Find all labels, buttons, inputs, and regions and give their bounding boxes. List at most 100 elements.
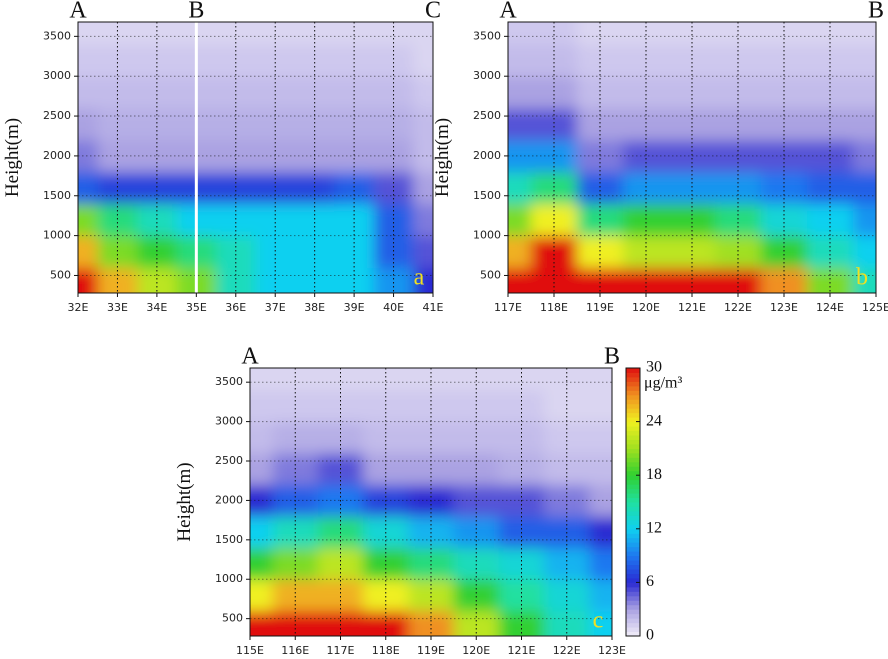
x-tick-label: 119E bbox=[586, 301, 614, 314]
heat-cell bbox=[577, 22, 624, 45]
y-axis-label: Height(m) bbox=[432, 118, 453, 197]
heat-cell bbox=[216, 44, 256, 77]
heat-cell bbox=[137, 22, 178, 45]
heat-cell bbox=[531, 108, 578, 141]
colorbar-step bbox=[626, 368, 640, 373]
heat-cell bbox=[669, 22, 716, 45]
heat-cell bbox=[317, 610, 364, 636]
colorbar-step bbox=[626, 399, 640, 405]
colorbar-step bbox=[626, 484, 640, 490]
y-tick-label: 1500 bbox=[473, 189, 501, 202]
heat-cell bbox=[589, 421, 612, 454]
heat-cell bbox=[623, 22, 670, 45]
heat-cell bbox=[853, 203, 876, 237]
heat-cell bbox=[761, 108, 808, 141]
colorbar-tick-label: 12 bbox=[646, 519, 662, 536]
colorbar-step bbox=[626, 595, 640, 601]
colorbar-step bbox=[626, 560, 640, 566]
y-tick-label: 500 bbox=[222, 612, 243, 625]
x-tick-label: 122E bbox=[553, 644, 581, 657]
heat-cell bbox=[216, 267, 256, 293]
colorbar-step bbox=[626, 622, 640, 628]
x-tick-label: 123E bbox=[770, 301, 798, 314]
y-axis-label: Height(m) bbox=[2, 118, 23, 197]
heat-cell bbox=[577, 108, 624, 141]
heat-cell bbox=[408, 610, 455, 636]
heat-cell bbox=[250, 368, 274, 391]
heat-cell bbox=[255, 108, 296, 141]
panel: 117E 118E 119E 120E 121E 122E 123E 124E 125E 500 1… bbox=[432, 0, 888, 314]
section-point: B bbox=[188, 0, 204, 24]
heat-cell bbox=[373, 22, 414, 45]
y-tick-label: 3500 bbox=[473, 29, 501, 42]
heat-cell bbox=[761, 267, 808, 293]
heat-cell bbox=[577, 44, 624, 77]
x-tick-label: 124E bbox=[816, 301, 844, 314]
heat-cell bbox=[363, 610, 409, 636]
heatmap bbox=[508, 22, 876, 293]
heat-cell bbox=[294, 44, 335, 77]
heat-cell bbox=[589, 368, 612, 391]
heat-cell bbox=[453, 610, 500, 636]
x-tick-label: 117E bbox=[327, 644, 355, 657]
heat-cell bbox=[623, 108, 670, 141]
heat-cell bbox=[508, 139, 532, 173]
colorbar-step bbox=[626, 435, 640, 440]
heat-cell bbox=[508, 267, 532, 293]
colorbar-step bbox=[626, 461, 640, 467]
colorbar-step bbox=[626, 479, 640, 485]
heat-cell bbox=[373, 76, 414, 109]
heat-cell bbox=[255, 267, 296, 293]
heat-cell bbox=[216, 76, 256, 109]
colorbar-step bbox=[626, 569, 640, 574]
colorbar-tick-label: 24 bbox=[646, 412, 662, 429]
heat-cell bbox=[577, 76, 624, 109]
heat-cell bbox=[78, 139, 99, 173]
heat-cell bbox=[413, 203, 433, 237]
heat-cell bbox=[97, 22, 138, 45]
panel-label: a bbox=[414, 265, 425, 291]
x-tick-label: 120E bbox=[632, 301, 660, 314]
colorbar-step bbox=[626, 408, 640, 414]
colorbar-unit: μg/m³ bbox=[644, 375, 682, 392]
heat-cell bbox=[413, 267, 433, 293]
heat-cell bbox=[761, 76, 808, 109]
colorbar-step bbox=[626, 627, 640, 633]
colorbar-step bbox=[626, 412, 640, 418]
x-tick-label: 39E bbox=[344, 301, 365, 314]
heat-cell bbox=[250, 421, 274, 454]
heat-cell bbox=[363, 368, 409, 391]
colorbar-step bbox=[626, 510, 640, 516]
heat-cell bbox=[216, 22, 256, 45]
heat-cell bbox=[508, 22, 532, 45]
plot-frame bbox=[249, 367, 613, 637]
plot-frame bbox=[507, 21, 877, 294]
colorbar-step bbox=[626, 381, 640, 387]
heat-cell bbox=[508, 108, 532, 141]
x-tick-label: 35E bbox=[186, 301, 207, 314]
x-tick-label: 118E bbox=[540, 301, 568, 314]
colorbar-step bbox=[626, 524, 640, 530]
colorbar-step bbox=[626, 443, 640, 449]
panel-label: b bbox=[856, 265, 868, 291]
colorbar-step bbox=[626, 426, 640, 432]
x-tick-label: 116E bbox=[281, 644, 309, 657]
heat-cell bbox=[255, 44, 296, 77]
colorbar-step bbox=[626, 631, 640, 637]
colorbar-tick-label: 0 bbox=[646, 627, 654, 644]
colorbar-step bbox=[626, 618, 640, 624]
colorbar-step bbox=[626, 497, 640, 503]
heat-cell bbox=[250, 484, 274, 517]
heatmap-clip bbox=[508, 22, 876, 293]
heat-cell bbox=[334, 44, 375, 77]
x-tick-label: 41E bbox=[423, 301, 444, 314]
colorbar-step bbox=[626, 537, 640, 543]
heat-cell bbox=[589, 390, 612, 423]
heat-cell bbox=[715, 76, 762, 109]
heat-cell bbox=[761, 22, 808, 45]
colorbar-step bbox=[626, 515, 640, 521]
heat-cell bbox=[853, 139, 876, 173]
colorbar-step bbox=[626, 439, 640, 445]
colorbar-step bbox=[626, 533, 640, 539]
